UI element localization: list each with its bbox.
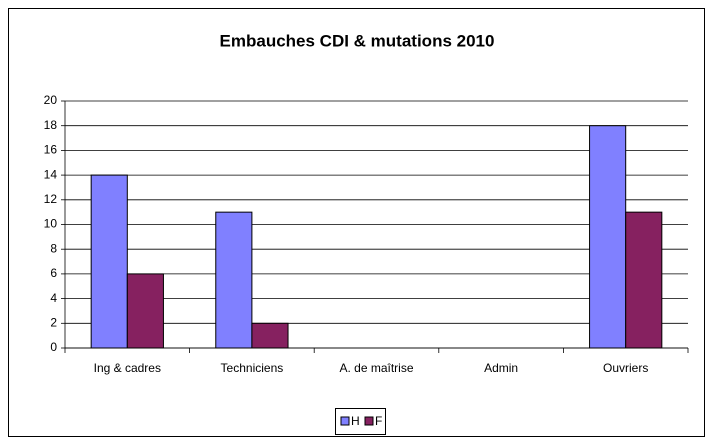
bar: [90, 174, 128, 349]
legend-swatch: [340, 416, 350, 426]
y-tick-label: 0: [50, 340, 57, 354]
x-tick-label: Ing & cadres: [94, 361, 161, 375]
legend-label: F: [375, 414, 382, 428]
y-tick-label: 16: [44, 143, 58, 157]
bar: [126, 273, 164, 349]
y-tick-label: 6: [50, 266, 57, 280]
bar: [625, 211, 663, 349]
bar: [589, 125, 627, 349]
bar: [251, 322, 289, 349]
y-tick-label: 12: [44, 192, 58, 206]
x-tick-label: Admin: [484, 361, 518, 375]
legend-swatch: [364, 416, 374, 426]
y-tick-label: 8: [50, 241, 57, 255]
chart-title: Embauches CDI & mutations 2010: [220, 31, 495, 50]
legend-label: H: [351, 414, 360, 428]
y-tick-label: 18: [44, 118, 58, 132]
y-tick-label: 4: [50, 291, 57, 305]
x-tick-label: Techniciens: [221, 361, 284, 375]
y-tick-label: 2: [50, 315, 57, 329]
x-tick-label: Ouvriers: [603, 361, 648, 375]
bar: [215, 211, 253, 349]
y-tick-label: 10: [44, 217, 58, 231]
y-tick-label: 14: [44, 167, 58, 181]
y-tick-label: 20: [44, 93, 58, 107]
x-tick-label: A. de maîtrise: [339, 361, 413, 375]
